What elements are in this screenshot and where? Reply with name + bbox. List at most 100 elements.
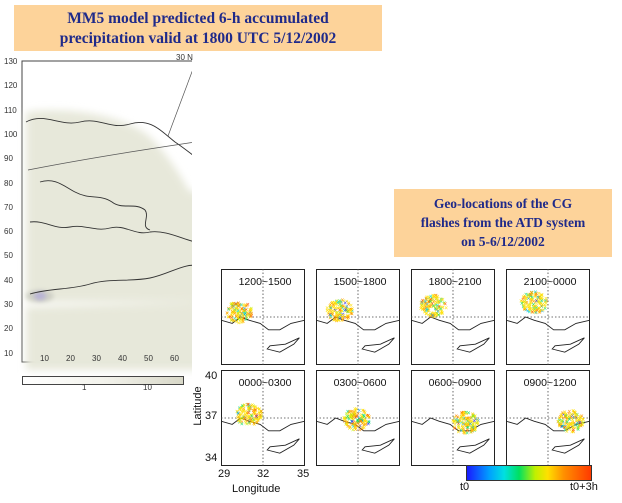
- flash-mark: ×: [433, 306, 437, 312]
- flash-mark: ×: [579, 419, 583, 425]
- flash-mark: ×: [243, 419, 247, 425]
- flash-mark: ×: [523, 298, 527, 304]
- flash-mark: ×: [349, 309, 353, 315]
- flash-mark: ×: [254, 414, 258, 420]
- flash-mark: ×: [255, 406, 259, 412]
- flash-mark: ×: [360, 415, 364, 421]
- flash-mark: ×: [337, 302, 341, 308]
- flash-mark: ×: [335, 312, 339, 318]
- flash-mark: ×: [247, 403, 251, 409]
- flash-mark: ×: [240, 307, 244, 313]
- flash-mark: ×: [349, 414, 353, 420]
- flash-mark: ×: [241, 309, 245, 315]
- flash-mark: ×: [238, 413, 242, 419]
- flash-mark: ×: [359, 413, 363, 419]
- flash-mark: ×: [248, 406, 252, 412]
- cyprus-outline: [361, 438, 395, 454]
- flash-mark: ×: [334, 318, 338, 324]
- flash-mark: ×: [350, 419, 354, 425]
- flash-mark: ×: [558, 414, 562, 420]
- flash-mark: ×: [567, 409, 571, 415]
- mm5-y-tick: 80: [4, 178, 13, 188]
- flash-mark: ×: [246, 410, 250, 416]
- flash-mark: ×: [236, 301, 240, 307]
- flash-mark: ×: [522, 304, 526, 310]
- flash-mark: ×: [353, 414, 357, 420]
- flash-mark: ×: [466, 416, 470, 422]
- flash-mark: ×: [569, 412, 573, 418]
- flash-mark: ×: [563, 422, 567, 428]
- flash-mark: ×: [568, 422, 572, 428]
- flash-mark: ×: [420, 307, 424, 313]
- flash-mark: ×: [534, 311, 538, 317]
- flash-mark: ×: [433, 296, 437, 302]
- flash-mark: ×: [534, 305, 538, 311]
- flash-mark: ×: [573, 413, 577, 419]
- flash-mark: ×: [249, 413, 253, 419]
- flash-mark: ×: [565, 418, 569, 424]
- flash-mark: ×: [471, 412, 475, 418]
- coastline: [221, 316, 305, 331]
- flash-mark: ×: [346, 314, 350, 320]
- flash-mark: ×: [354, 414, 358, 420]
- flash-mark: ×: [469, 420, 473, 426]
- flash-mark: ×: [533, 310, 537, 316]
- flash-mark: ×: [436, 300, 440, 306]
- flash-mark: ×: [246, 406, 250, 412]
- flash-mark: ×: [539, 303, 543, 309]
- flash-mark: ×: [238, 420, 242, 426]
- flash-mark: ×: [524, 308, 528, 314]
- flash-mark: ×: [521, 297, 525, 303]
- flash-mark: ×: [354, 407, 358, 413]
- flash-mark: ×: [242, 304, 246, 310]
- flash-mark: ×: [528, 307, 532, 313]
- flash-mark: ×: [470, 420, 474, 426]
- flash-mark: ×: [354, 425, 358, 431]
- flash-mark: ×: [465, 429, 469, 435]
- flash-mark: ×: [362, 426, 366, 432]
- flash-mark: ×: [347, 301, 351, 307]
- flash-mark: ×: [365, 419, 369, 425]
- flash-mark: ×: [428, 297, 432, 303]
- flash-mark: ×: [433, 305, 437, 311]
- flash-mark: ×: [338, 307, 342, 313]
- flash-mark: ×: [563, 413, 567, 419]
- flash-mark: ×: [359, 419, 363, 425]
- flash-mark: ×: [452, 420, 456, 426]
- flash-mark: ×: [524, 292, 528, 298]
- flash-mark: ×: [349, 311, 353, 317]
- flash-mark: ×: [567, 414, 571, 420]
- flash-mark: ×: [334, 301, 338, 307]
- flash-cluster: ××××××××××××××××××××××××××××××××××××××××…: [556, 409, 586, 436]
- flash-mark: ×: [425, 307, 429, 313]
- flash-mark: ×: [259, 415, 263, 421]
- flash-mark: ×: [240, 311, 244, 317]
- flash-mark: ×: [255, 417, 259, 423]
- flash-mark: ×: [556, 419, 560, 425]
- flash-mark: ×: [467, 422, 471, 428]
- flash-mark: ×: [237, 320, 241, 326]
- flash-mark: ×: [526, 293, 530, 299]
- flash-mark: ×: [465, 427, 469, 433]
- flash-mark: ×: [348, 425, 352, 431]
- atd-title-line1: Geo-locations of the CG: [433, 196, 573, 211]
- flash-mark: ×: [467, 421, 471, 427]
- cyprus-outline: [266, 438, 300, 454]
- flash-mark: ×: [564, 427, 568, 433]
- flash-mark: ×: [424, 295, 428, 301]
- flash-mark: ×: [328, 303, 332, 309]
- flash-mark: ×: [465, 412, 469, 418]
- flash-mark: ×: [366, 413, 370, 419]
- flash-mark: ×: [236, 303, 240, 309]
- flash-mark: ×: [248, 418, 252, 424]
- flash-mark: ×: [236, 414, 240, 420]
- mm5-y-tick: 70: [4, 202, 13, 212]
- flash-mark: ×: [430, 313, 434, 319]
- flash-mark: ×: [532, 305, 536, 311]
- flash-mark: ×: [332, 309, 336, 315]
- flash-mark: ×: [350, 306, 354, 312]
- flash-mark: ×: [358, 419, 362, 425]
- flash-mark: ×: [579, 416, 583, 422]
- flash-mark: ×: [346, 315, 350, 321]
- flash-mark: ×: [530, 296, 534, 302]
